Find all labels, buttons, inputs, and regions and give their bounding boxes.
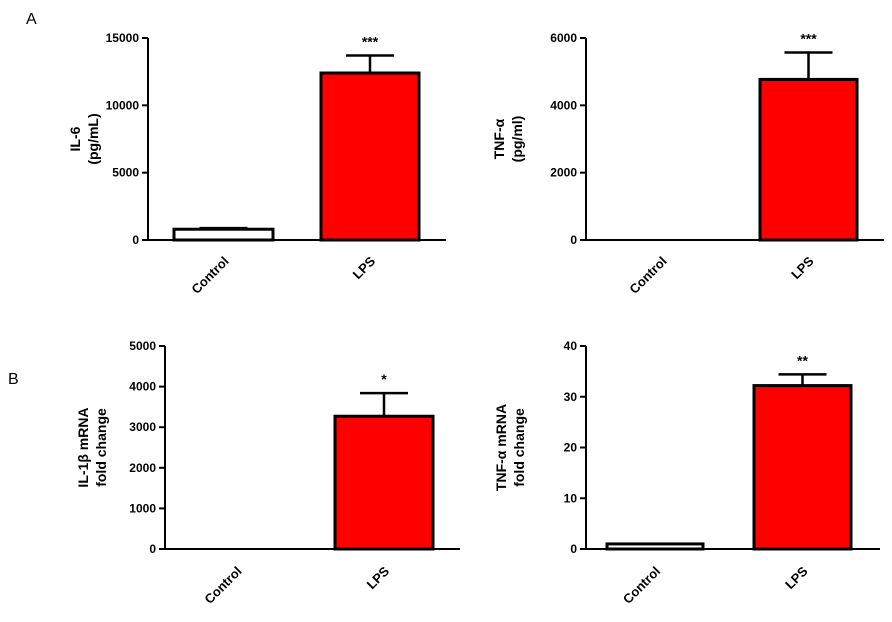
category-label-lps: LPS (788, 253, 817, 282)
panel-label-b: B (8, 371, 19, 388)
category-label-control: Control (626, 254, 669, 297)
y-tick-label: 4000 (129, 380, 156, 394)
tnf-alpha-protein-chart: 0 2000 4000 6000 Control *** LPS TNF-α (pg/ml) (491, 30, 884, 297)
y-tick-label: 40 (564, 339, 578, 353)
y-tick-label: 2000 (129, 461, 156, 475)
bar-control (605, 542, 705, 551)
y-axis-title: (pg/ml) (509, 116, 525, 163)
y-axis-title: TNF-α (491, 118, 507, 159)
tnf-alpha-mrna-chart: 0 10 20 30 40 Control ** LPS TNF-α mRNA fold chan… (493, 339, 880, 607)
y-axis-title: fold change (511, 408, 527, 487)
significance-marker: * (381, 371, 387, 387)
category-label-control: Control (201, 564, 244, 607)
il1b-mrna-chart: 0 1000 2000 3000 4000 5000 Control * LPS IL-1β mR… (75, 339, 460, 607)
y-axis-title: fold change (93, 408, 109, 487)
y-tick-label: 2000 (550, 166, 577, 180)
y-tick-label: 1000 (129, 501, 156, 515)
category-label-lps: LPS (350, 253, 379, 282)
y-axis-title: IL-1β mRNA (75, 407, 91, 487)
y-tick-label: 30 (564, 390, 578, 404)
bar-control (172, 227, 275, 242)
category-label-control: Control (188, 254, 231, 297)
y-axis-title: (pg/mL) (85, 113, 101, 164)
y-tick-label: 10000 (106, 98, 140, 112)
y-axis-title: TNF-α mRNA (493, 404, 509, 491)
significance-marker: *** (800, 30, 817, 46)
bar-lps (752, 384, 853, 551)
y-tick-label: 6000 (550, 31, 577, 45)
y-tick-label: 5000 (129, 339, 156, 353)
y-tick-label: 15000 (106, 31, 140, 45)
y-tick-label: 0 (570, 233, 577, 247)
y-tick-label: 0 (132, 233, 139, 247)
significance-marker: *** (362, 34, 379, 50)
y-tick-label: 4000 (550, 98, 577, 112)
category-label-lps: LPS (364, 563, 393, 592)
y-axis-title: IL-6 (67, 126, 83, 151)
y-tick-label: 3000 (129, 420, 156, 434)
y-tick-label: 20 (564, 441, 578, 455)
bar-lps (333, 414, 435, 551)
bar-lps (319, 71, 421, 242)
y-tick-label: 5000 (112, 166, 139, 180)
category-label-lps: LPS (782, 563, 811, 592)
category-label-control: Control (620, 564, 663, 607)
bar-lps (758, 77, 859, 242)
panel-label-a: A (26, 11, 37, 28)
y-tick-label: 10 (564, 491, 578, 505)
significance-marker: ** (797, 352, 808, 368)
y-tick-label: 0 (570, 542, 577, 556)
y-tick-label: 0 (149, 542, 156, 556)
il6-chart: 0 5000 10000 15000 Control *** LPS IL-6 (pg/mL) (67, 31, 446, 297)
